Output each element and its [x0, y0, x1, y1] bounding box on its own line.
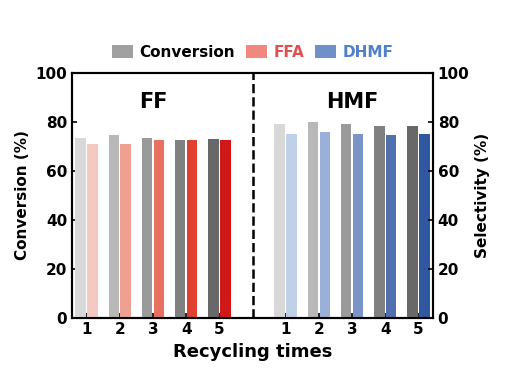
Bar [208, 139, 219, 318]
Text: FF: FF [139, 92, 167, 112]
Bar [341, 124, 351, 318]
Bar [286, 134, 297, 318]
Bar [274, 124, 285, 318]
Bar [109, 135, 119, 318]
Bar [154, 140, 164, 318]
Bar [386, 135, 396, 318]
Bar [419, 134, 430, 318]
Bar [87, 144, 98, 318]
Bar [187, 140, 197, 318]
Bar [175, 140, 185, 318]
Bar [75, 138, 86, 318]
Y-axis label: Selectivity (%): Selectivity (%) [475, 133, 490, 258]
Bar [220, 140, 231, 318]
X-axis label: Recycling times: Recycling times [173, 343, 332, 361]
Y-axis label: Conversion (%): Conversion (%) [15, 130, 30, 260]
Bar [320, 132, 330, 318]
Bar [352, 134, 363, 318]
Legend: Conversion, FFA, DHMF: Conversion, FFA, DHMF [109, 42, 396, 63]
Bar [374, 126, 384, 318]
Bar [308, 122, 318, 318]
Bar [142, 138, 153, 318]
Text: HMF: HMF [326, 92, 378, 112]
Bar [121, 144, 131, 318]
Bar [407, 126, 418, 318]
